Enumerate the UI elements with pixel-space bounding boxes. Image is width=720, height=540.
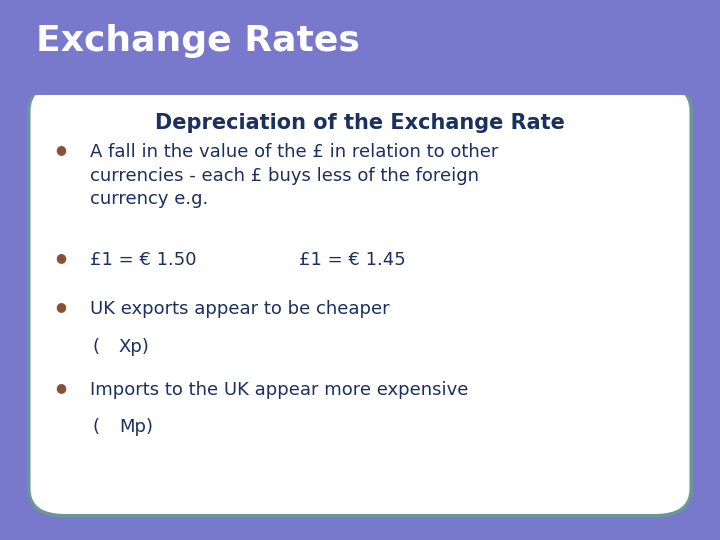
Text: ●: ● bbox=[55, 300, 67, 313]
Text: Exchange Rates: Exchange Rates bbox=[36, 24, 360, 58]
Text: Depreciation of the Exchange Rate: Depreciation of the Exchange Rate bbox=[155, 113, 565, 133]
Text: A fall in the value of the £ in relation to other
currencies - each £ buys less : A fall in the value of the £ in relation… bbox=[90, 143, 498, 208]
Text: £1 = € 1.45: £1 = € 1.45 bbox=[299, 251, 405, 269]
Text: Imports to the UK appear more expensive: Imports to the UK appear more expensive bbox=[90, 381, 469, 399]
Polygon shape bbox=[88, 356, 109, 367]
Text: ●: ● bbox=[55, 143, 67, 156]
Bar bbox=[94, 344, 104, 357]
Text: (: ( bbox=[92, 338, 99, 355]
Polygon shape bbox=[88, 422, 109, 433]
Text: Xp): Xp) bbox=[119, 338, 150, 355]
Text: UK exports appear to be cheaper: UK exports appear to be cheaper bbox=[90, 300, 390, 318]
Text: £1 = € 1.50: £1 = € 1.50 bbox=[90, 251, 197, 269]
Text: Mp): Mp) bbox=[119, 418, 153, 436]
Text: (: ( bbox=[92, 418, 99, 436]
Text: ●: ● bbox=[55, 381, 67, 394]
Bar bbox=[94, 432, 104, 445]
Text: ●: ● bbox=[55, 251, 67, 264]
